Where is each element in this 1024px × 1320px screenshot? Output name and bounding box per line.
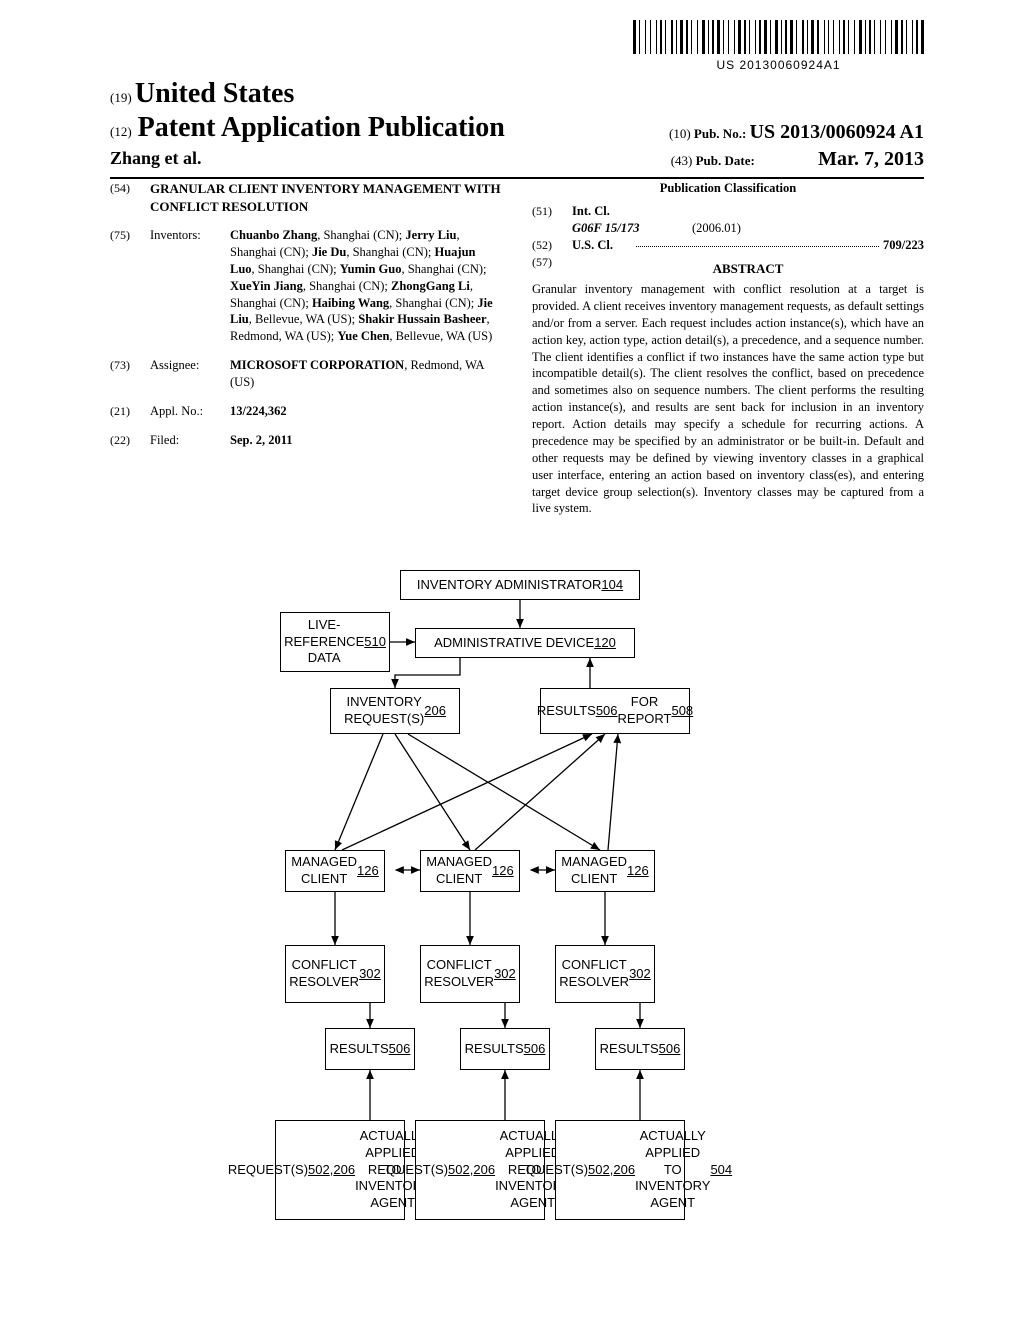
figure-box-conflict1: CONFLICTRESOLVER302 xyxy=(285,945,385,1003)
label-12: (12) xyxy=(110,124,132,140)
label-43: (43) xyxy=(671,153,693,168)
applno-label: Appl. No.: xyxy=(150,403,230,420)
figure-box-results_for: RESULTS 506 FORREPORT 508 xyxy=(540,688,690,734)
inventors-label: Inventors: xyxy=(150,227,230,345)
barcode-graphic xyxy=(633,20,924,54)
figure-box-conflict2: CONFLICTRESOLVER302 xyxy=(420,945,520,1003)
label-21: (21) xyxy=(110,403,150,420)
figure-box-conflict3: CONFLICTRESOLVER302 xyxy=(555,945,655,1003)
figure-box-managed3: MANAGEDCLIENT 126 xyxy=(555,850,655,892)
label-57: (57) xyxy=(532,254,572,282)
dotfill xyxy=(636,237,879,247)
uscl-code: 709/223 xyxy=(883,237,924,254)
filed-value: Sep. 2, 2011 xyxy=(230,432,502,449)
abstract-title: ABSTRACT xyxy=(572,260,924,278)
assignee-label: Assignee: xyxy=(150,357,230,391)
bibliographic-columns: (54) GRANULAR CLIENT INVENTORY MANAGEMEN… xyxy=(110,180,924,517)
abstract-body: Granular inventory management with confl… xyxy=(532,281,924,517)
figure-box-results1: RESULTS506 xyxy=(325,1028,415,1070)
figure-box-managed2: MANAGEDCLIENT 126 xyxy=(420,850,520,892)
figure-box-liveref: LIVE-REFERENCEDATA 510 xyxy=(280,612,390,672)
label-22: (22) xyxy=(110,432,150,449)
figure-box-request3: REQUEST(S) 502,206 ACTUALLYAPPLIED TOINV… xyxy=(555,1120,685,1220)
filed-label: Filed: xyxy=(150,432,230,449)
figure-box-managed1: MANAGEDCLIENT 126 xyxy=(285,850,385,892)
label-19: (19) xyxy=(110,90,132,105)
intcl-code: G06F 15/173 xyxy=(572,220,692,237)
barcode-text: US 20130060924A1 xyxy=(633,58,924,72)
applno: 13/224,362 xyxy=(230,404,287,418)
inventors-list: Chuanbo Zhang, Shanghai (CN); Jerry Liu,… xyxy=(230,227,502,345)
patent-title: GRANULAR CLIENT INVENTORY MANAGEMENT WIT… xyxy=(150,180,502,215)
intcl-label: Int. Cl. xyxy=(572,203,632,220)
label-51: (51) xyxy=(532,203,572,220)
left-column: (54) GRANULAR CLIENT INVENTORY MANAGEMEN… xyxy=(110,180,502,517)
figure-box-results3: RESULTS506 xyxy=(595,1028,685,1070)
assignee-name: MICROSOFT CORPORATION xyxy=(230,358,404,372)
assignee-value: MICROSOFT CORPORATION, Redmond, WA (US) xyxy=(230,357,502,391)
publication-type: Patent Application Publication xyxy=(138,112,505,144)
uscl-label: U.S. Cl. xyxy=(572,237,632,254)
filed: Sep. 2, 2011 xyxy=(230,433,293,447)
country-name: United States xyxy=(135,78,294,109)
label-10: (10) xyxy=(669,126,691,141)
figure-box-admin: INVENTORY ADMINISTRATOR 104 xyxy=(400,570,640,600)
figure-box-invreq: INVENTORYREQUEST(S) 206 xyxy=(330,688,460,734)
label-52: (52) xyxy=(532,237,572,254)
pubno: US 2013/0060924 A1 xyxy=(750,121,924,143)
figure-box-admindev: ADMINISTRATIVE DEVICE 120 xyxy=(415,628,635,658)
pubdate-label: Pub. Date: xyxy=(696,153,755,168)
pubno-label: Pub. No.: xyxy=(694,126,746,141)
label-73: (73) xyxy=(110,357,150,391)
barcode-region: US 20130060924A1 xyxy=(633,20,924,72)
figure-diagram: INVENTORY ADMINISTRATOR 104 LIVE-REFERENC… xyxy=(0,560,1024,1300)
label-54: (54) xyxy=(110,180,150,215)
header-rule xyxy=(110,177,924,179)
intcl-date: (2006.01) xyxy=(692,220,741,237)
right-column: Publication Classification (51) Int. Cl.… xyxy=(532,180,924,517)
patent-header: (19) United States (12) Patent Applicati… xyxy=(110,78,924,179)
label-75: (75) xyxy=(110,227,150,345)
figure-box-results2: RESULTS506 xyxy=(460,1028,550,1070)
pubdate: Mar. 7, 2013 xyxy=(818,148,924,170)
authors-line: Zhang et al. xyxy=(110,148,202,171)
pubclass-title: Publication Classification xyxy=(532,180,924,197)
applno-value: 13/224,362 xyxy=(230,403,502,420)
